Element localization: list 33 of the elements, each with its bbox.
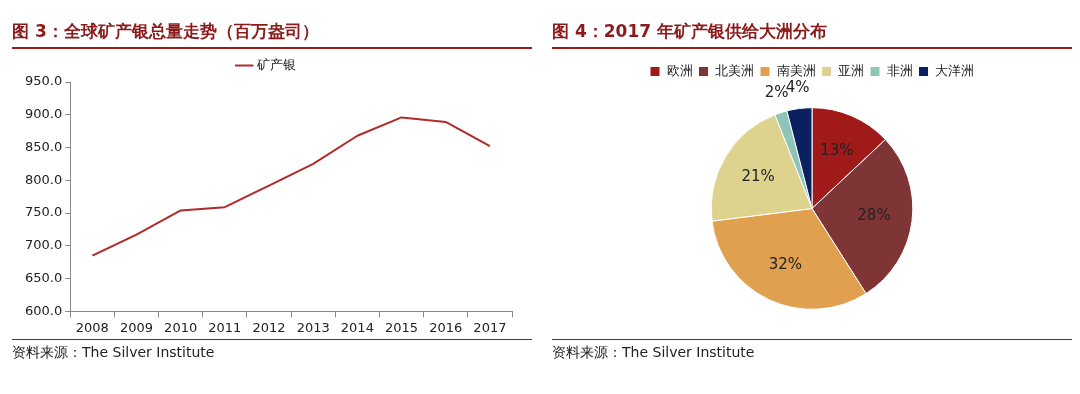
y-tick-label: 750.0 xyxy=(25,204,63,220)
x-tick-label: 2012 xyxy=(252,319,286,335)
data-label: 32% xyxy=(768,254,803,273)
x-tick-label: 2010 xyxy=(164,319,198,335)
text: 资料来源：The Silver Institute xyxy=(12,344,216,362)
legend-label: 欧洲 xyxy=(666,62,693,78)
legend-label: 南美洲 xyxy=(776,62,816,78)
legend-label: 大洋洲 xyxy=(935,62,974,78)
x-tick-label: 2014 xyxy=(340,319,374,335)
y-tick-label: 900.0 xyxy=(25,106,63,122)
x-tick-label: 2008 xyxy=(75,319,109,335)
legend-label: 北美洲 xyxy=(715,62,754,78)
data-label: 13% xyxy=(820,141,854,160)
y-tick-label: 800.0 xyxy=(25,171,63,187)
x-tick-label: 2015 xyxy=(385,319,419,335)
y-tick-label: 600.0 xyxy=(25,302,63,318)
x-tick-label: 2017 xyxy=(473,319,507,335)
legend-label: 矿产银 xyxy=(256,56,297,72)
legend-label: 非洲 xyxy=(886,62,913,78)
data-label: 28% xyxy=(857,206,891,225)
chart-title: 图 4：2017 年矿产银供给大洲分布 xyxy=(552,8,1072,49)
x-tick-label: 2009 xyxy=(119,319,154,335)
y-tick-label: 850.0 xyxy=(25,138,63,154)
y-tick-label: 950.0 xyxy=(25,73,63,89)
data-label: 21% xyxy=(741,166,775,185)
chart-title: 图 3：全球矿产银总量走势（百万盎司） xyxy=(12,8,532,49)
x-tick-label: 2016 xyxy=(429,319,463,335)
x-tick-label: 2011 xyxy=(208,319,242,335)
legend-label: 亚洲 xyxy=(838,62,864,78)
x-tick-label: 2013 xyxy=(296,319,330,335)
y-tick-label: 650.0 xyxy=(25,270,63,285)
y-tick-label: 700.0 xyxy=(25,237,63,253)
text: 资料来源：The Silver Institute xyxy=(552,344,756,362)
